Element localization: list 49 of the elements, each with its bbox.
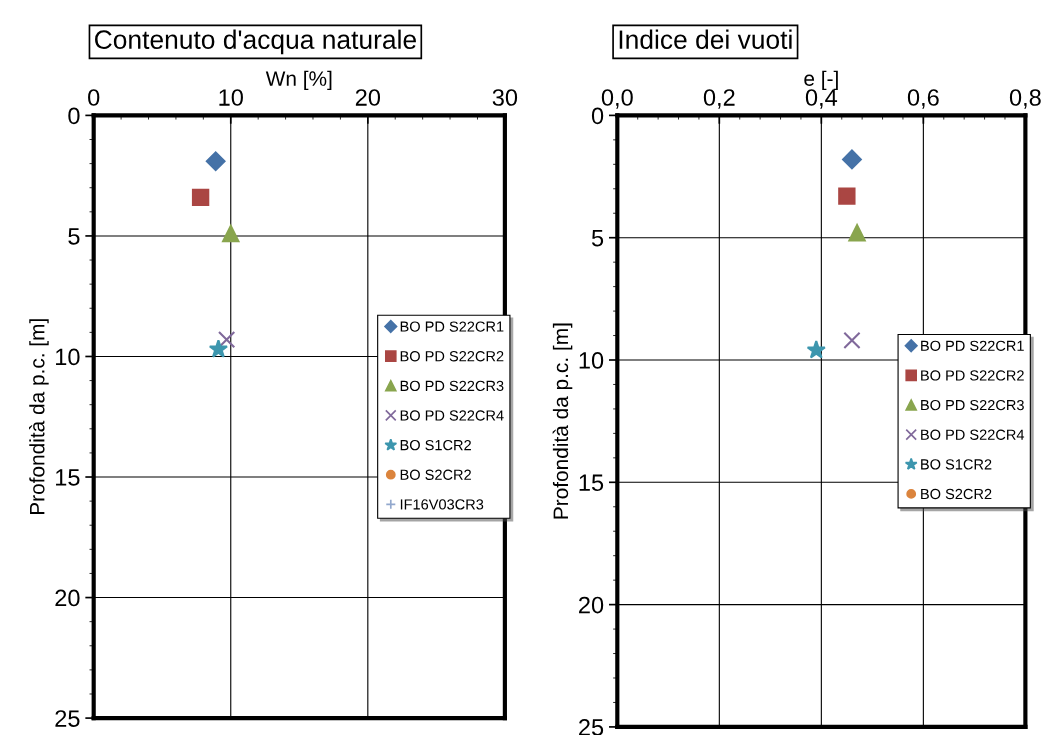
point bbox=[842, 149, 862, 170]
x-tick-label: 0,2 bbox=[703, 89, 735, 109]
legend-label: BO PD S22CR3 bbox=[921, 399, 1024, 411]
point bbox=[806, 340, 826, 359]
point bbox=[208, 339, 229, 358]
point bbox=[848, 224, 866, 242]
x-tick-label: 10 bbox=[219, 89, 243, 106]
y-tick-label: 20 bbox=[55, 589, 80, 607]
x-tick-label: 20 bbox=[355, 89, 381, 106]
legend-label: BO PD S22CR3 bbox=[400, 380, 504, 392]
x-tick-label: 30 bbox=[492, 89, 518, 106]
legend-label: IF16V03CR3 bbox=[400, 499, 484, 510]
y-tick-label: 5 bbox=[68, 228, 80, 245]
legend-label: BO S1CR2 bbox=[400, 439, 471, 451]
point bbox=[222, 224, 240, 243]
x-tick-label: 0 bbox=[88, 89, 100, 106]
y-tick-label: 20 bbox=[579, 596, 604, 614]
legend-label: BO PD S22CR1 bbox=[921, 340, 1024, 351]
legend-label: BO S2CR2 bbox=[400, 469, 471, 480]
y-tick-label: 0 bbox=[591, 107, 604, 125]
y-tick-label: 0 bbox=[68, 107, 80, 125]
y-axis-title: Profondità da p.c. [m] bbox=[29, 319, 49, 515]
legend-label: BO PD S22CR1 bbox=[400, 321, 504, 332]
point bbox=[205, 151, 226, 172]
legend-label: BO PD S22CR4 bbox=[921, 429, 1025, 440]
y-tick-label: 15 bbox=[579, 474, 604, 492]
legend-label: BO S1CR2 bbox=[921, 459, 992, 470]
y-tick-label: 25 bbox=[579, 718, 604, 735]
legend-label: BO PD S22CR2 bbox=[921, 370, 1024, 381]
y-axis-title: Profondità da p.c. [m] bbox=[552, 323, 573, 519]
point bbox=[191, 188, 210, 207]
point bbox=[843, 331, 861, 350]
y-tick-label: 5 bbox=[591, 230, 604, 247]
legend-label: BO PD S22CR4 bbox=[400, 410, 504, 421]
x-tick-label: 0,8 bbox=[1009, 89, 1041, 109]
y-tick-label: 10 bbox=[579, 352, 604, 369]
x-axis-title: Wn [%] bbox=[265, 70, 332, 91]
y-tick-label: 25 bbox=[55, 710, 80, 727]
y-tick-label: 10 bbox=[56, 348, 80, 366]
x-tick-label: 0,4 bbox=[805, 89, 838, 109]
y-tick-label: 15 bbox=[56, 469, 80, 486]
legend-label: BO S2CR2 bbox=[921, 488, 992, 500]
point bbox=[838, 187, 856, 205]
chart-title: Indice dei vuoti bbox=[619, 29, 792, 49]
point bbox=[217, 330, 236, 349]
x-tick-label: 0,6 bbox=[907, 89, 939, 109]
chart-title: Contenuto d'acqua naturale bbox=[95, 29, 416, 55]
x-tick-label: 0,0 bbox=[601, 89, 633, 109]
legend-label: BO PD S22CR2 bbox=[400, 351, 504, 362]
